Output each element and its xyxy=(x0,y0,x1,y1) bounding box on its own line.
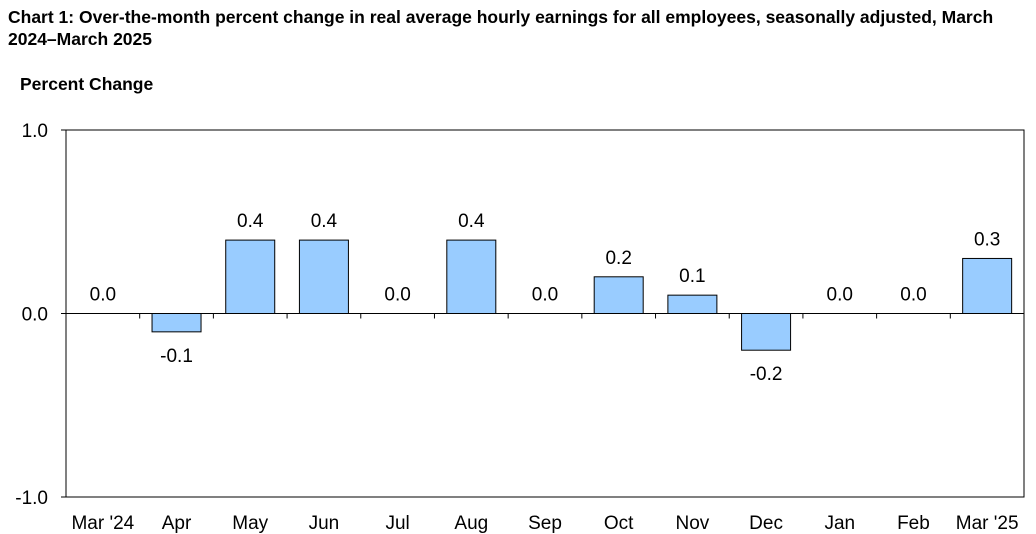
x-tick-label: Dec xyxy=(749,513,783,534)
x-tick-label: Apr xyxy=(162,513,192,534)
data-label: 0.0 xyxy=(90,285,116,306)
bar xyxy=(298,239,349,315)
data-label: 0.2 xyxy=(605,248,631,269)
y-tick-label: 1.0 xyxy=(22,121,48,142)
data-label: 0.3 xyxy=(974,229,1000,250)
bar xyxy=(667,294,718,314)
y-axis-label: Percent Change xyxy=(20,74,154,94)
data-labels: 0.0 -0.1 0.4 0.4 0.0 0.4 0.0 0.2 0.1 -0.2 0.0 0.0 0.… xyxy=(90,211,1001,385)
x-tick-label: Sep xyxy=(528,513,562,534)
bar xyxy=(446,239,497,315)
bar xyxy=(741,313,792,351)
data-label: 0.0 xyxy=(384,285,410,306)
data-label: 0.0 xyxy=(827,285,853,306)
bar xyxy=(225,239,276,315)
x-tick-label: Feb xyxy=(897,513,930,534)
x-tick-label: Nov xyxy=(675,513,709,534)
data-label: -0.1 xyxy=(160,346,193,367)
x-tick-label: Jan xyxy=(824,513,855,534)
x-tick-label: Aug xyxy=(454,513,488,534)
x-tick-label: Mar '24 xyxy=(71,513,134,534)
x-tick-label: Jul xyxy=(385,513,409,534)
chart-title: Chart 1: Over-the-month percent change i… xyxy=(8,7,994,49)
data-label: 0.4 xyxy=(237,211,264,232)
y-axis-ticks: -1.0 0.0 1.0 xyxy=(15,121,66,509)
bars xyxy=(151,239,1013,351)
x-axis-labels: Mar '24 Apr May Jun Jul Aug Sep Oct Nov Dec Jan Feb… xyxy=(71,513,1018,534)
data-label: 0.4 xyxy=(311,211,338,232)
data-label: 0.0 xyxy=(900,285,926,306)
data-label: -0.2 xyxy=(750,364,783,385)
bar xyxy=(593,276,644,314)
data-label: 0.0 xyxy=(532,285,558,306)
x-tick-label: Mar '25 xyxy=(956,513,1019,534)
x-tick-label: Jun xyxy=(309,513,340,534)
x-tick-label: May xyxy=(232,513,268,534)
bar xyxy=(962,257,1013,315)
data-label: 0.1 xyxy=(679,266,705,287)
data-label: 0.4 xyxy=(458,211,485,232)
x-tick-label: Oct xyxy=(604,513,634,534)
bar xyxy=(151,313,202,333)
x-axis-ticks xyxy=(139,313,951,319)
y-tick-label: -1.0 xyxy=(15,488,48,509)
y-tick-label: 0.0 xyxy=(22,305,48,326)
